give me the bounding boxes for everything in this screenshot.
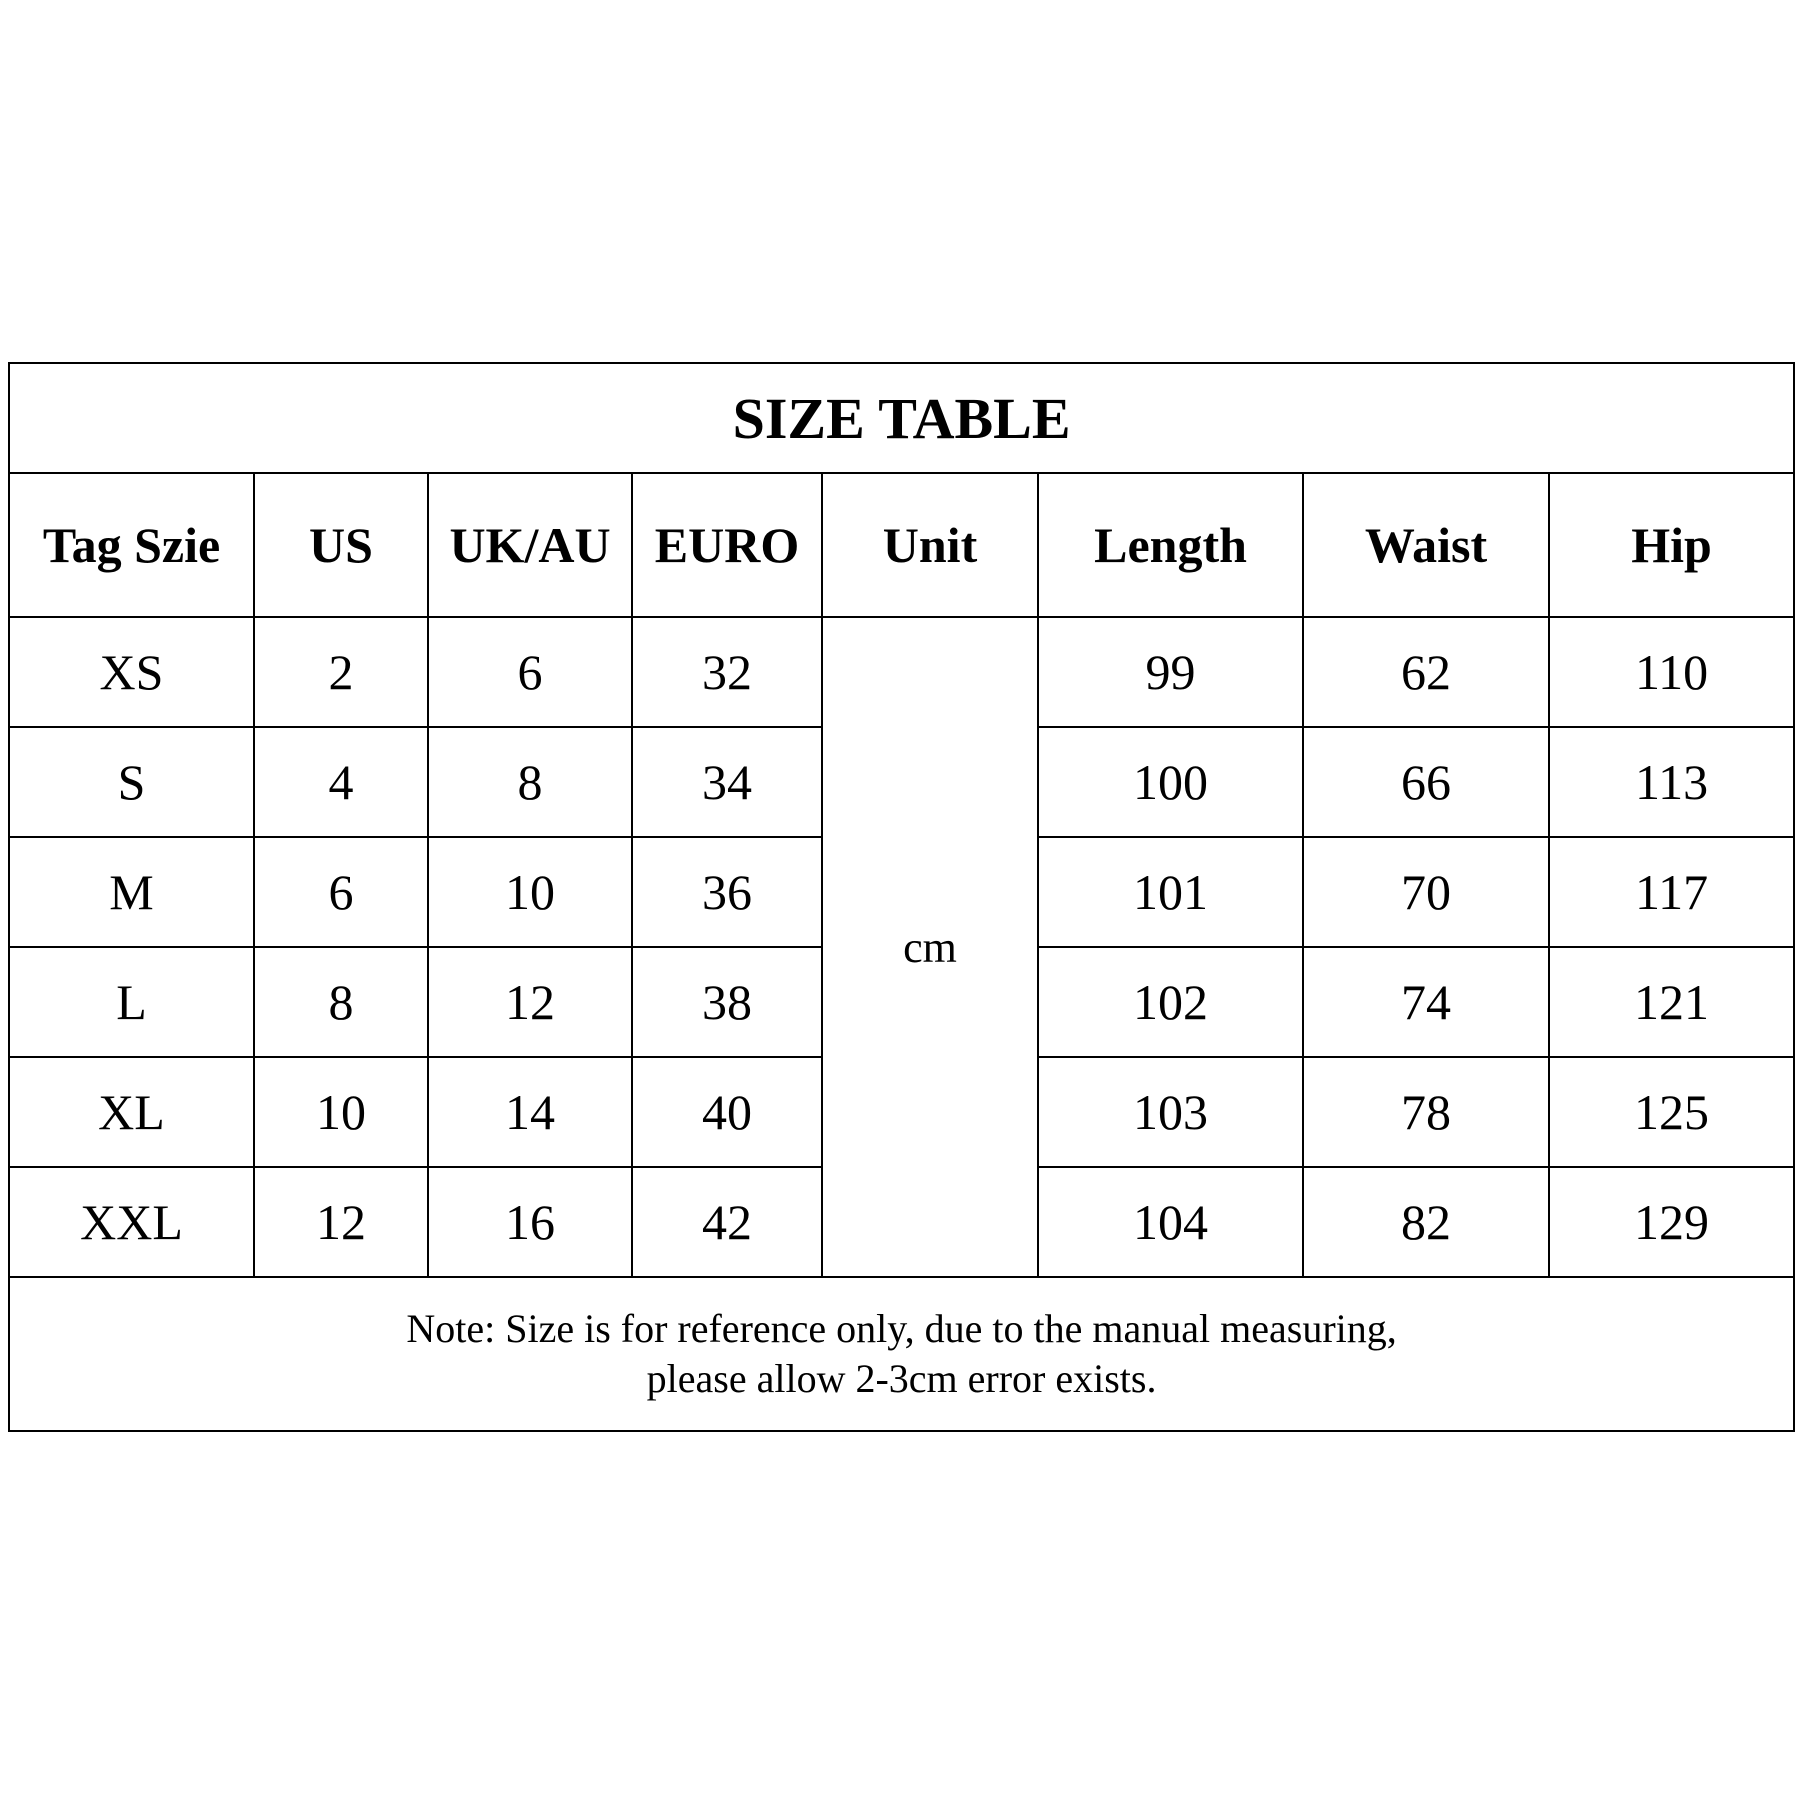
table-cell: S	[8, 726, 255, 838]
table-cell: 34	[631, 726, 823, 838]
table-cell: 110	[1547, 616, 1796, 728]
table-cell: 78	[1302, 1056, 1550, 1168]
note-text: Note: Size is for reference only, due to…	[7, 1276, 1796, 1432]
table-cell: 38	[631, 946, 823, 1058]
header-row: Tag Szie US UK/AU EURO Unit Length Waist Hip	[8, 472, 1796, 618]
table-cell: 42	[631, 1166, 823, 1278]
table-cell: 8	[427, 726, 633, 838]
table-cell: 101	[1037, 836, 1304, 948]
table-cell: 121	[1547, 946, 1796, 1058]
table-cell: 129	[1547, 1166, 1796, 1278]
table-cell: 100	[1037, 726, 1304, 838]
table-cell: 70	[1302, 836, 1550, 948]
table-cell: 99	[1037, 616, 1304, 728]
table-row: L 8 12 38 102 74 121	[8, 946, 1796, 1058]
table-row: XS 2 6 32 cm 99 62 110	[8, 616, 1796, 1278]
column-header: EURO	[631, 472, 823, 618]
unit-cell: cm	[821, 616, 1039, 1278]
column-header: Length	[1037, 472, 1304, 618]
column-header: Unit	[821, 472, 1039, 618]
table-cell: 10	[253, 1056, 429, 1168]
table-cell: 6	[253, 836, 429, 948]
table-row: XXL 12 16 42 104 82 129	[8, 1166, 1796, 1278]
table-cell: 4	[253, 726, 429, 838]
table-cell: 32	[631, 616, 823, 728]
table-cell: 66	[1302, 726, 1550, 838]
table-title: SIZE TABLE	[7, 362, 1796, 474]
table-row: S 4 8 34 100 66 113	[8, 726, 1796, 838]
column-header: Waist	[1302, 472, 1550, 618]
table-cell: 74	[1302, 946, 1550, 1058]
table-cell: 10	[427, 836, 633, 948]
table-cell: 12	[427, 946, 633, 1058]
table-cell: 2	[253, 616, 429, 728]
table-row: XL 10 14 40 103 78 125	[8, 1056, 1796, 1168]
table-cell: 125	[1547, 1056, 1796, 1168]
table-cell: XL	[8, 1056, 255, 1168]
table-cell: L	[8, 946, 255, 1058]
column-header: UK/AU	[427, 472, 633, 618]
column-header: Tag Szie	[8, 472, 255, 618]
column-header: Hip	[1547, 472, 1796, 618]
table-cell: 117	[1547, 836, 1796, 948]
table-cell: 40	[631, 1056, 823, 1168]
table-cell: 102	[1037, 946, 1304, 1058]
table-cell: 6	[427, 616, 633, 728]
table-cell: M	[8, 836, 255, 948]
note-line-2: please allow 2-3cm error exists.	[646, 1356, 1157, 1401]
table-cell: 36	[631, 836, 823, 948]
table-cell: 12	[253, 1166, 429, 1278]
table-cell: XS	[8, 616, 255, 728]
note-line-1: Note: Size is for reference only, due to…	[406, 1306, 1397, 1351]
note-row: Note: Size is for reference only, due to…	[7, 1276, 1796, 1432]
table-row: M 6 10 36 101 70 117	[8, 836, 1796, 948]
table-cell: 16	[427, 1166, 633, 1278]
size-table: SIZE TABLE Tag Szie US UK/AU EURO Unit Length…	[7, 362, 1796, 1432]
table-cell: 82	[1302, 1166, 1550, 1278]
table-cell: 8	[253, 946, 429, 1058]
table-cell: 62	[1302, 616, 1550, 728]
table-cell: 14	[427, 1056, 633, 1168]
column-header: US	[253, 472, 429, 618]
table-cell: 104	[1037, 1166, 1304, 1278]
table-cell: 103	[1037, 1056, 1304, 1168]
table-cell: 113	[1547, 726, 1796, 838]
table-cell: XXL	[8, 1166, 255, 1278]
